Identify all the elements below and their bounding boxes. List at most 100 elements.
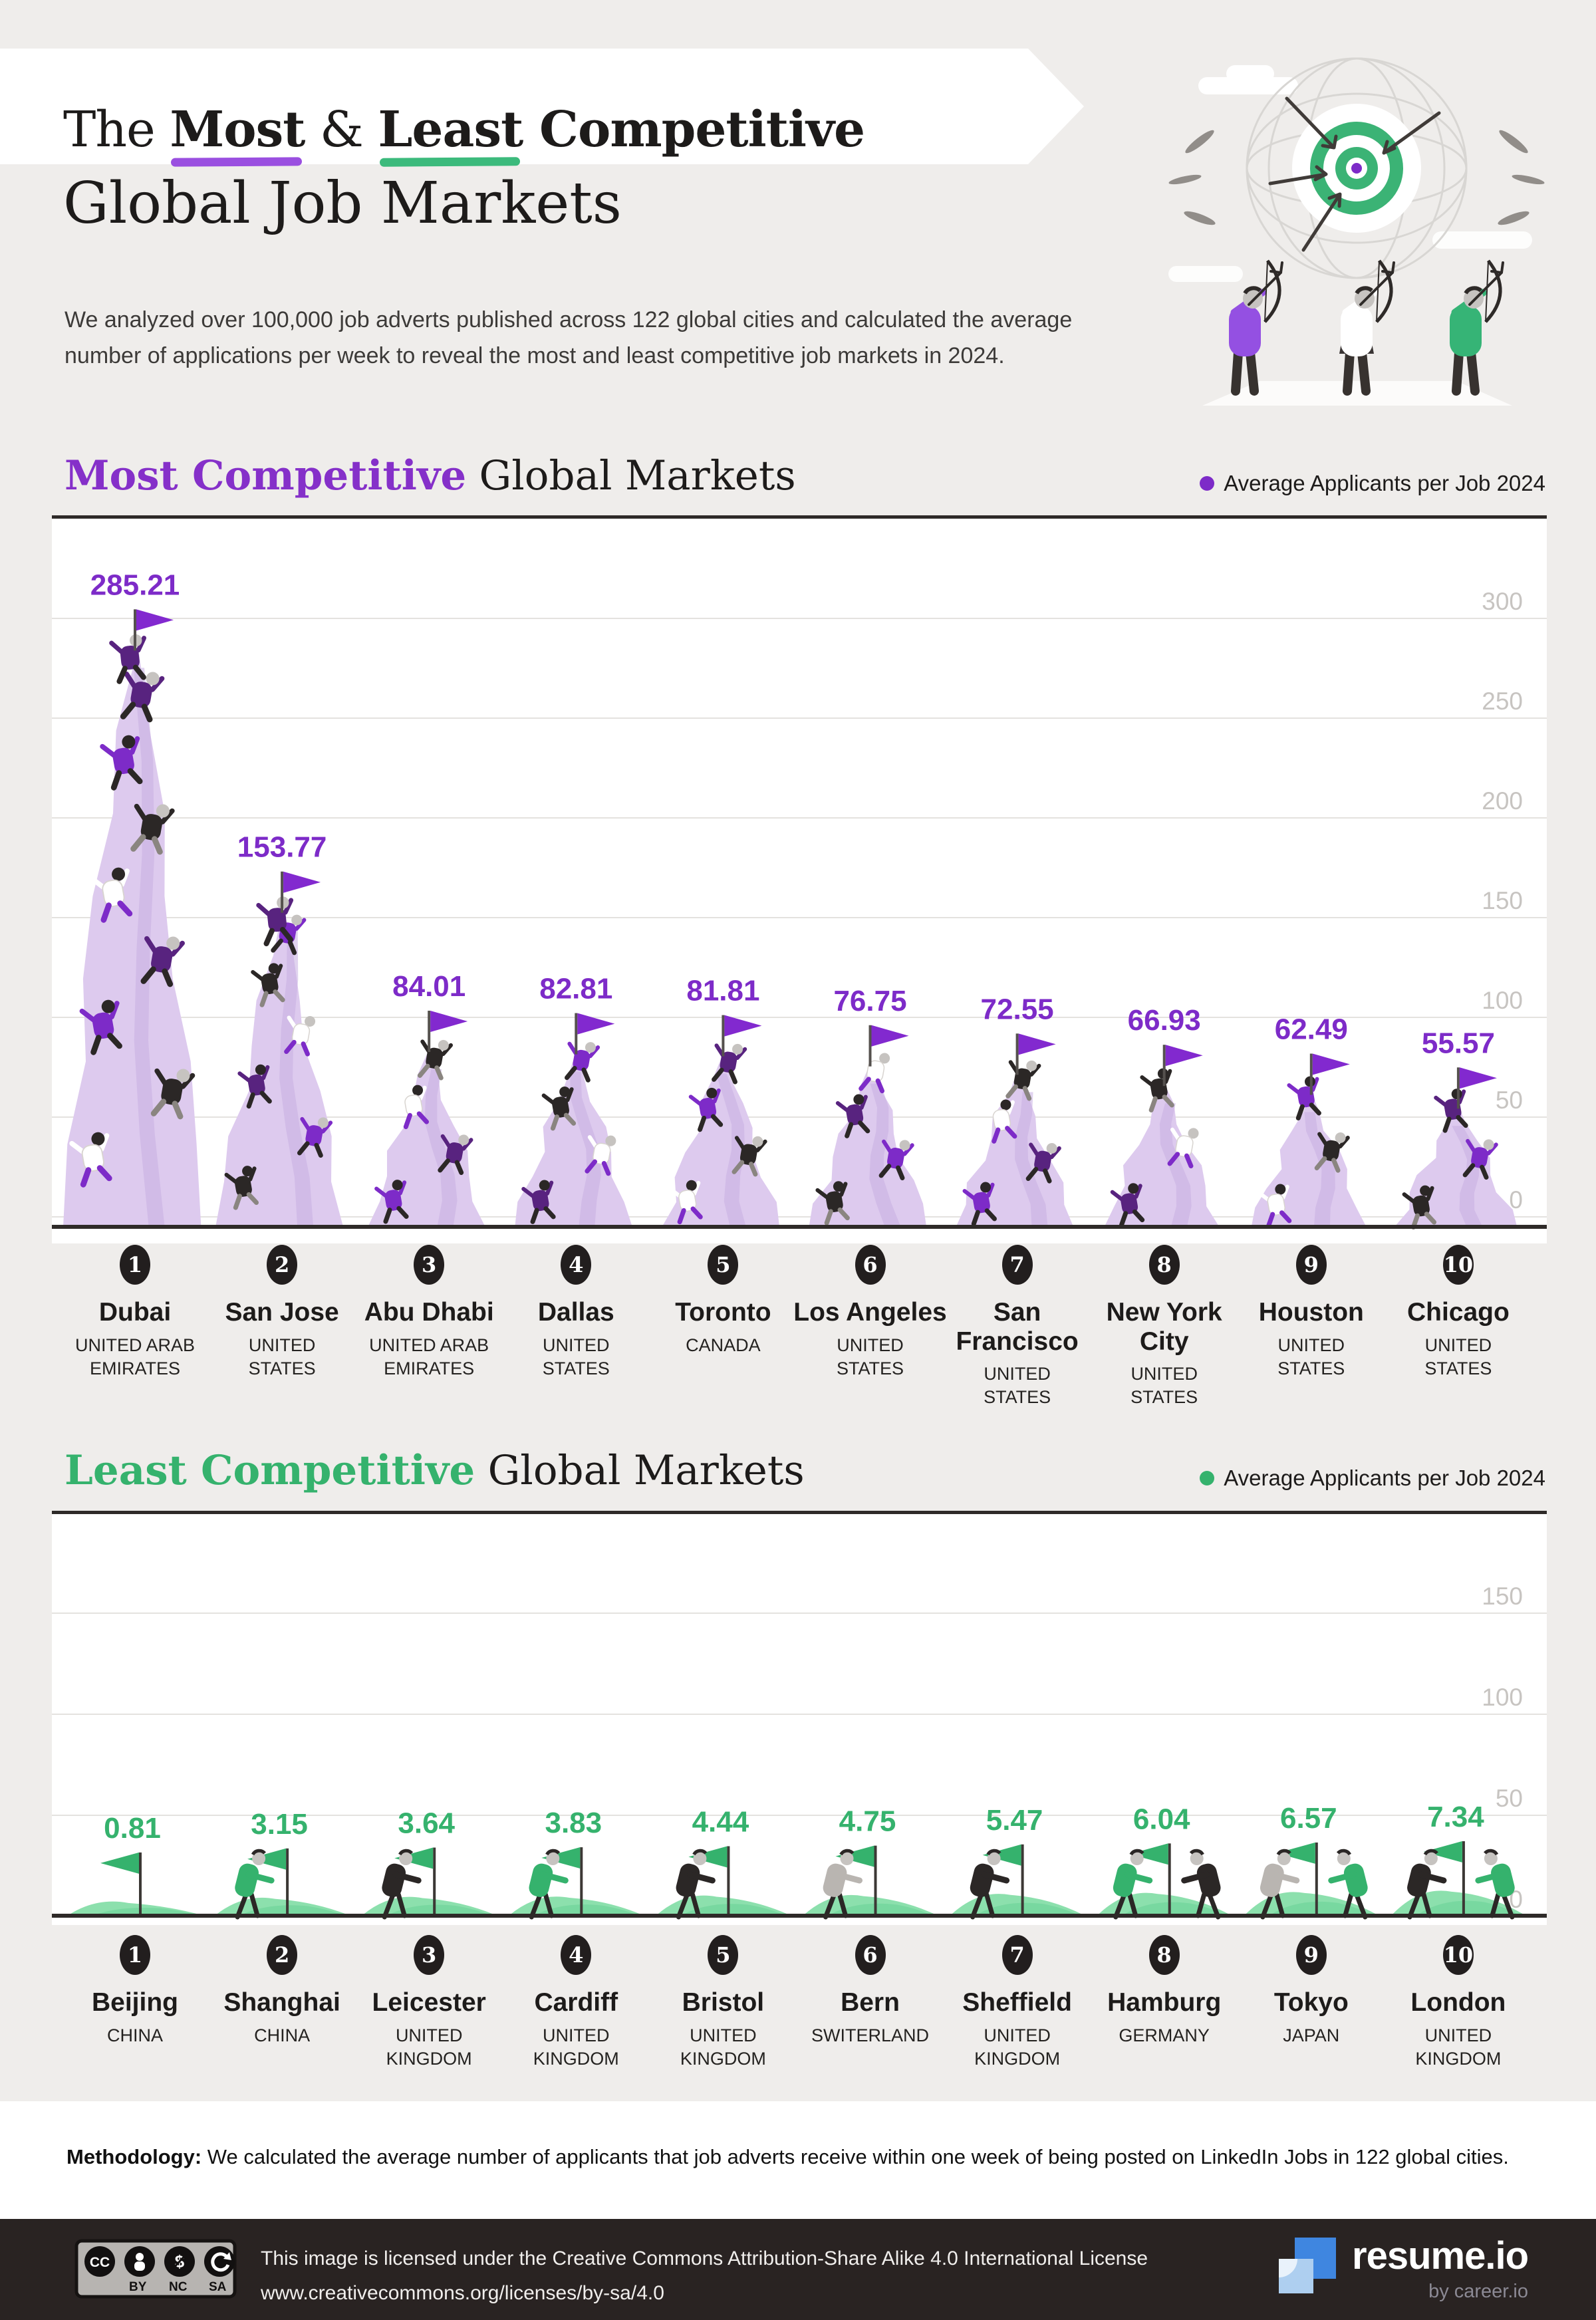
flag-icon [100, 1852, 139, 1874]
rank-item-chicago: 10 Chicago UNITED STATES [1379, 1245, 1538, 1380]
value-label: 6.04 [1133, 1803, 1190, 1835]
rank-item-london: 10 London UNITED KINGDOM [1379, 1935, 1538, 2071]
hiker-figure [1407, 1849, 1447, 1920]
climber-figure [878, 1139, 914, 1180]
archer-figure [1450, 259, 1504, 396]
mountain-abu-dhabi: 84.01 [368, 970, 485, 1227]
flag-pole [868, 1025, 872, 1067]
flag-icon [247, 1848, 287, 1870]
methodology-band [0, 2101, 1596, 2219]
rank-item-bern: 6 Bern SWITERLAND [791, 1935, 950, 2047]
rank-badge: 1 [120, 1245, 150, 1285]
title-competitive: Competitive [523, 100, 865, 158]
hill-beijing: 0.81 [68, 1812, 201, 1915]
rank-city: Los Angeles [793, 1298, 947, 1327]
section-title-most-competitive: Most Competitive Global Markets [65, 452, 796, 499]
y-axis-tick: 50 [1496, 1087, 1523, 1114]
flag-pole [1015, 1033, 1019, 1075]
rank-item-tokyo: 9 Tokyo JAPAN [1232, 1935, 1391, 2047]
rank-city: Hamburg [1107, 1988, 1222, 2017]
climber-figure [982, 1099, 1017, 1144]
rank-city: Abu Dhabi [364, 1298, 494, 1327]
page-title-line1: The Most & Least Competitive [63, 100, 865, 158]
rank-country: UNITED STATES [836, 1335, 904, 1378]
y-axis-tick: 100 [1482, 987, 1523, 1014]
rank-country: GERMANY [1119, 2025, 1210, 2045]
brand-name: resume.io [1352, 2234, 1529, 2277]
value-label: 76.75 [833, 985, 906, 1017]
rank-city: Dubai [98, 1298, 172, 1327]
rank-country: CANADA [686, 1335, 761, 1355]
rank-item-new-york-city: 8 New York City UNITED STATES [1085, 1245, 1244, 1410]
rank-country: SWITERLAND [811, 2025, 930, 2045]
flag-pole [727, 1846, 730, 1915]
climber-figure [815, 1181, 850, 1225]
rank-city: New York City [1106, 1298, 1222, 1356]
flag-pole [1021, 1844, 1024, 1915]
flag-icon [1165, 1045, 1203, 1067]
climber-figure [251, 963, 285, 1007]
mountain-dallas: 82.81 [515, 973, 632, 1227]
most-competitive-chart-panel: 300 250 200 150 100 50 0 [52, 515, 1547, 1243]
value-label: 3.83 [545, 1807, 602, 1839]
brand-subtitle: by career.io [1428, 2280, 1528, 2302]
value-label: 4.44 [692, 1805, 749, 1838]
value-label: 285.21 [90, 569, 180, 601]
title-least: Least [378, 100, 523, 158]
flag-pole [428, 1010, 431, 1052]
hill-tokyo: 6.57 [1244, 1802, 1378, 1920]
rank-item-shanghai: 2 Shanghai CHINA [202, 1935, 362, 2047]
rank-badge: 7 [1001, 1245, 1033, 1285]
intro-paragraph: We analyzed over 100,000 job adverts pub… [65, 307, 1073, 369]
rank-country: UNITED KINGDOM [974, 2025, 1061, 2069]
flag-icon [835, 1845, 874, 1867]
rank-country: UNITED STATES [1130, 1364, 1198, 1408]
climber-figure [835, 1094, 870, 1138]
legend-most-competitive: Average Applicants per Job 2024 [1200, 471, 1545, 496]
rank-city: Houston [1258, 1298, 1364, 1327]
speed-lines [1168, 130, 1545, 225]
title-the: The [63, 100, 170, 158]
flag-icon [1423, 1841, 1462, 1863]
license-url: www.creativecommons.org/licenses/by-sa/4… [261, 2281, 664, 2304]
climber-figure [394, 1085, 429, 1130]
most-competitive-ranking-row: 1 Dubai UNITED ARAB EMIRATES 2 San Jose … [0, 1245, 1596, 1444]
arrow-icons [1268, 96, 1441, 252]
value-label: 5.47 [986, 1804, 1043, 1837]
value-label: 7.34 [1427, 1801, 1484, 1833]
cc-label: BY [129, 2280, 147, 2294]
value-label: 3.64 [398, 1807, 455, 1840]
flag-icon [541, 1847, 581, 1869]
cc-label: SA [209, 2280, 227, 2294]
climber-figure [1140, 1068, 1174, 1112]
rank-badge: 8 [1148, 1245, 1180, 1285]
climber-figure [585, 1135, 620, 1176]
flag-icon [394, 1847, 434, 1869]
least-competitive-ranking-row: 1 Beijing CHINA 2 Shanghai CHINA 3 Leice… [0, 1935, 1596, 2134]
value-label: 0.81 [104, 1812, 161, 1845]
rank-badge: 4 [561, 1245, 592, 1285]
hiker-figure [1260, 1849, 1300, 1920]
rank-city: Beijing [91, 1988, 178, 2017]
rank-item-abu-dhabi: 3 Abu Dhabi UNITED ARAB EMIRATES [349, 1245, 509, 1380]
rank-country: UNITED STATES [1277, 1335, 1345, 1378]
rank-badge: 10 [1442, 1935, 1474, 1975]
flag-icon [724, 1015, 762, 1037]
rank-badge: 4 [561, 1935, 592, 1975]
climber-figure [374, 1180, 409, 1224]
rank-item-houston: 9 Houston UNITED STATES [1232, 1245, 1391, 1380]
climber-figure [521, 1180, 556, 1224]
hill-cardiff: 3.83 [509, 1807, 643, 1920]
y-axis-tick: 250 [1482, 688, 1523, 715]
climber-figure [256, 896, 294, 947]
rank-badge: 5 [708, 1245, 739, 1285]
rank-badge: 7 [1001, 1935, 1033, 1975]
cloud-icon [1168, 65, 1532, 282]
section-title-least-competitive: Least Competitive Global Markets [65, 1447, 805, 1494]
rank-city: Bern [841, 1988, 900, 2017]
hiker-figure [970, 1849, 1010, 1920]
rank-city: Chicago [1406, 1298, 1510, 1327]
rank-city: Toronto [675, 1298, 771, 1327]
